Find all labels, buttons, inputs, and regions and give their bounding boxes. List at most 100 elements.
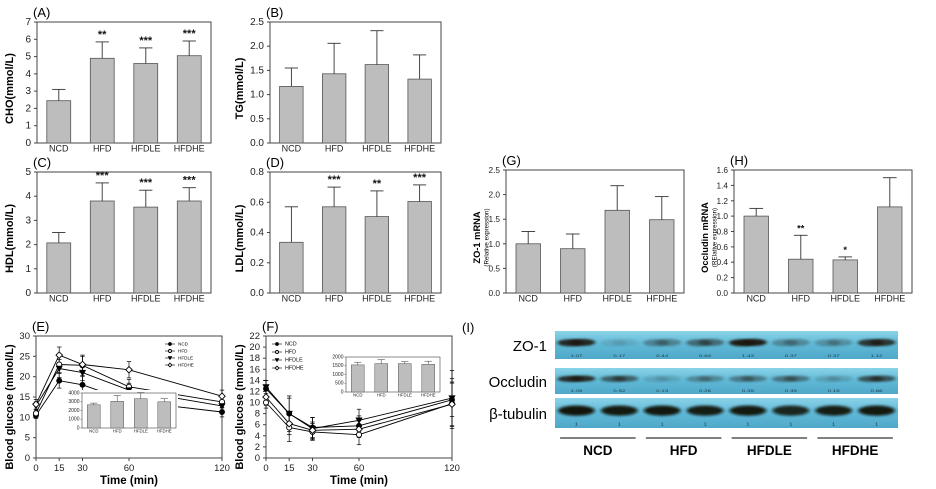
- svg-text:β-tubulin: β-tubulin: [489, 406, 547, 423]
- svg-text:HFD: HFD: [325, 294, 344, 303]
- svg-text:0: 0: [25, 288, 31, 299]
- svg-text:HFDLE: HFDLE: [285, 358, 303, 364]
- svg-text:30: 30: [19, 331, 30, 342]
- svg-text:6: 6: [25, 34, 31, 45]
- svg-text:(E): (E): [32, 319, 49, 334]
- svg-text:HFDLE: HFDLE: [398, 393, 412, 398]
- svg-text:Occludin mRNA: Occludin mRNA: [700, 202, 710, 273]
- svg-text:15: 15: [284, 463, 295, 474]
- svg-text:1.5: 1.5: [488, 214, 500, 224]
- svg-text:30: 30: [307, 463, 318, 474]
- svg-text:60: 60: [124, 463, 135, 474]
- svg-text:(C): (C): [33, 155, 51, 170]
- svg-text:**: **: [373, 178, 382, 190]
- svg-text:HFDHE: HFDHE: [404, 144, 435, 153]
- svg-text:4000: 4000: [68, 390, 79, 396]
- svg-text:0.17: 0.17: [613, 354, 625, 358]
- svg-text:(F): (F): [262, 319, 279, 334]
- svg-text:HFDHE: HFDHE: [157, 429, 172, 434]
- svg-text:18: 18: [249, 353, 260, 364]
- svg-text:10: 10: [19, 412, 30, 423]
- svg-text:1: 1: [575, 422, 579, 427]
- svg-text:0.2: 0.2: [250, 258, 264, 269]
- svg-text:0.35: 0.35: [742, 390, 754, 394]
- svg-text:1: 1: [25, 264, 31, 275]
- svg-text:***: ***: [96, 170, 110, 182]
- svg-text:HFD: HFD: [564, 294, 583, 303]
- svg-text:HFDLE: HFDLE: [602, 294, 632, 303]
- svg-text:1.05: 1.05: [570, 390, 582, 394]
- svg-text:2.5: 2.5: [250, 17, 264, 28]
- svg-text:3: 3: [25, 215, 31, 226]
- svg-text:22: 22: [249, 331, 260, 342]
- svg-text:0.66: 0.66: [871, 390, 883, 394]
- svg-text:14: 14: [249, 375, 260, 386]
- svg-text:0.2: 0.2: [716, 273, 728, 283]
- svg-text:HFD: HFD: [93, 294, 112, 303]
- svg-text:HFDHE: HFDHE: [646, 294, 677, 303]
- svg-text:HFDLE: HFDLE: [131, 294, 161, 303]
- svg-text:**: **: [797, 223, 805, 233]
- svg-text:HFD: HFD: [178, 349, 188, 354]
- svg-text:30: 30: [77, 463, 88, 474]
- svg-text:3: 3: [25, 86, 31, 97]
- svg-text:0.37: 0.37: [785, 354, 797, 358]
- svg-text:NCD: NCD: [178, 342, 189, 347]
- svg-text:5: 5: [25, 52, 31, 63]
- svg-text:6: 6: [255, 420, 260, 431]
- svg-text:0.6: 0.6: [716, 242, 728, 252]
- svg-text:0.44: 0.44: [656, 354, 668, 358]
- svg-text:1: 1: [746, 422, 750, 427]
- svg-text:HFDHE: HFDHE: [421, 393, 436, 398]
- svg-text:HFDLE: HFDLE: [178, 356, 193, 361]
- svg-text:0: 0: [255, 453, 260, 464]
- svg-text:NCD: NCD: [285, 342, 297, 348]
- svg-text:HFDHE: HFDHE: [174, 144, 205, 153]
- svg-text:1.5: 1.5: [250, 65, 264, 76]
- svg-text:HFD: HFD: [285, 350, 296, 356]
- svg-text:0.0: 0.0: [488, 288, 500, 298]
- svg-text:0: 0: [263, 463, 268, 474]
- svg-text:HFDLE: HFDLE: [362, 294, 392, 303]
- svg-text:1.43: 1.43: [742, 354, 754, 358]
- svg-text:0.0: 0.0: [250, 138, 264, 149]
- svg-text:1: 1: [618, 422, 622, 427]
- svg-text:1500: 1500: [332, 363, 343, 369]
- svg-text:0.13: 0.13: [656, 390, 668, 394]
- svg-text:7: 7: [25, 17, 31, 28]
- svg-text:***: ***: [183, 175, 197, 187]
- svg-text:1: 1: [832, 422, 836, 427]
- svg-text:(D): (D): [266, 155, 284, 170]
- svg-text:HFD: HFD: [792, 294, 811, 303]
- svg-text:NCD: NCD: [49, 294, 69, 303]
- svg-text:NCD: NCD: [282, 294, 302, 303]
- svg-text:2: 2: [25, 240, 31, 251]
- svg-text:1.07: 1.07: [570, 354, 582, 358]
- svg-text:2: 2: [25, 103, 31, 114]
- svg-text:0: 0: [25, 453, 30, 464]
- svg-text:Blood glucose (mmol/L): Blood glucose (mmol/L): [4, 344, 16, 470]
- svg-text:0.26: 0.26: [699, 390, 711, 394]
- svg-text:0.5: 0.5: [250, 114, 264, 125]
- svg-text:1.2: 1.2: [716, 196, 728, 206]
- svg-text:HFDLE: HFDLE: [362, 144, 392, 153]
- svg-text:HFD: HFD: [377, 393, 386, 398]
- svg-text:12: 12: [249, 387, 260, 398]
- svg-text:0.52: 0.52: [613, 390, 625, 394]
- svg-text:1: 1: [25, 121, 31, 132]
- svg-text:1000: 1000: [68, 417, 79, 423]
- svg-text:0.0: 0.0: [716, 288, 728, 298]
- svg-text:HFDHE: HFDHE: [832, 443, 879, 458]
- svg-text:HFD: HFD: [325, 144, 344, 153]
- svg-text:20: 20: [19, 372, 30, 383]
- svg-text:***: ***: [139, 35, 153, 47]
- svg-text:(A): (A): [33, 5, 50, 20]
- svg-text:20: 20: [249, 342, 260, 353]
- svg-text:***: ***: [413, 172, 427, 184]
- svg-text:0.64: 0.64: [699, 354, 711, 358]
- svg-text:1.0: 1.0: [488, 239, 500, 249]
- svg-text:0: 0: [77, 425, 80, 431]
- svg-text:(G): (G): [502, 153, 521, 168]
- svg-text:0.5: 0.5: [488, 263, 500, 273]
- svg-text:HFDHE: HFDHE: [404, 294, 435, 303]
